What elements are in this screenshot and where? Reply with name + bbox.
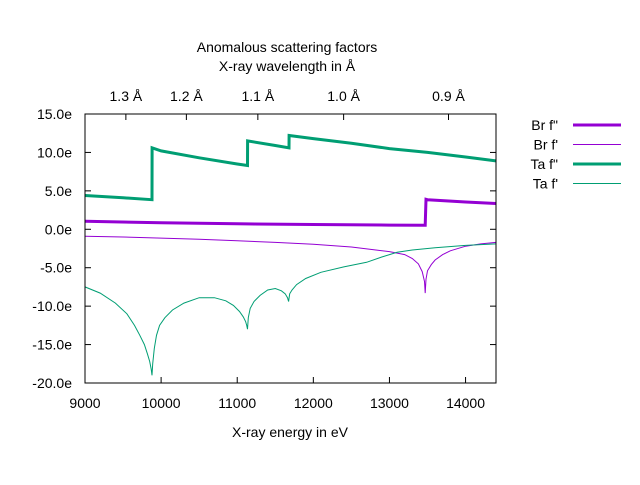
x-tick-label: 12000	[294, 395, 333, 411]
x-tick-label: 11000	[218, 395, 256, 411]
y-tick-label: -20.0e	[32, 375, 72, 391]
y-tick-label: -10.0e	[32, 298, 72, 314]
x-axis-label: X-ray energy in eV	[232, 424, 349, 440]
series-line	[85, 133, 496, 202]
legend-label: Ta f'	[533, 176, 558, 192]
x-tick-label: 9000	[69, 395, 100, 411]
x2-tick-label: 1.3 Å	[110, 88, 143, 104]
y-tick-label: 0.0e	[45, 221, 72, 237]
series-line	[85, 243, 496, 376]
chart-title: Anomalous scattering factors	[197, 39, 378, 55]
y-tick-label: -15.0e	[32, 337, 72, 353]
x-tick-label: 14000	[446, 395, 485, 411]
y-tick-label: 15.0e	[37, 106, 72, 122]
plot-frame	[84, 113, 497, 384]
x2-tick-label: 0.9 Å	[432, 88, 465, 104]
x-tick-label: 10000	[142, 395, 181, 411]
series-line	[85, 197, 496, 227]
x2-tick-label: 1.0 Å	[327, 88, 360, 104]
x-tick-label: 13000	[370, 395, 409, 411]
legend-label: Br f'	[534, 137, 558, 153]
y-tick-label: 10.0e	[37, 144, 72, 160]
legend-label: Br f"	[531, 117, 558, 133]
y-tick-label: 5.0e	[45, 183, 72, 199]
x2-tick-label: 1.2 Å	[170, 88, 203, 104]
series-line	[85, 235, 496, 294]
x2-tick-label: 1.1 Å	[241, 88, 274, 104]
chart-subtitle: X-ray wavelength in Å	[219, 58, 356, 74]
legend-label: Ta f"	[530, 156, 558, 172]
y-tick-label: -5.0e	[40, 260, 72, 276]
